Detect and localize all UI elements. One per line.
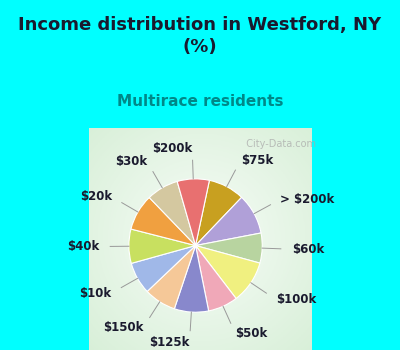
Text: $40k: $40k	[67, 240, 99, 253]
Wedge shape	[196, 246, 260, 299]
Text: $125k: $125k	[149, 336, 190, 349]
Text: Income distribution in Westford, NY
(%): Income distribution in Westford, NY (%)	[18, 15, 382, 56]
Wedge shape	[129, 229, 196, 264]
Text: $100k: $100k	[276, 293, 316, 306]
Text: > $200k: > $200k	[280, 193, 335, 206]
Wedge shape	[177, 179, 210, 246]
Wedge shape	[196, 180, 242, 246]
Text: $50k: $50k	[236, 327, 268, 340]
Text: $10k: $10k	[79, 287, 112, 300]
Text: $60k: $60k	[292, 243, 324, 256]
Wedge shape	[196, 233, 262, 263]
Wedge shape	[196, 246, 236, 311]
Text: $75k: $75k	[241, 154, 273, 167]
Wedge shape	[149, 181, 196, 246]
Text: $30k: $30k	[115, 155, 147, 168]
Wedge shape	[147, 246, 196, 309]
Wedge shape	[131, 246, 196, 292]
Text: $200k: $200k	[152, 142, 192, 155]
Text: $150k: $150k	[103, 321, 144, 334]
Text: $20k: $20k	[80, 190, 112, 203]
Wedge shape	[196, 197, 261, 246]
Wedge shape	[131, 197, 196, 246]
Text: Multirace residents: Multirace residents	[117, 93, 283, 108]
Text: City-Data.com: City-Data.com	[240, 139, 316, 149]
Wedge shape	[174, 246, 209, 312]
